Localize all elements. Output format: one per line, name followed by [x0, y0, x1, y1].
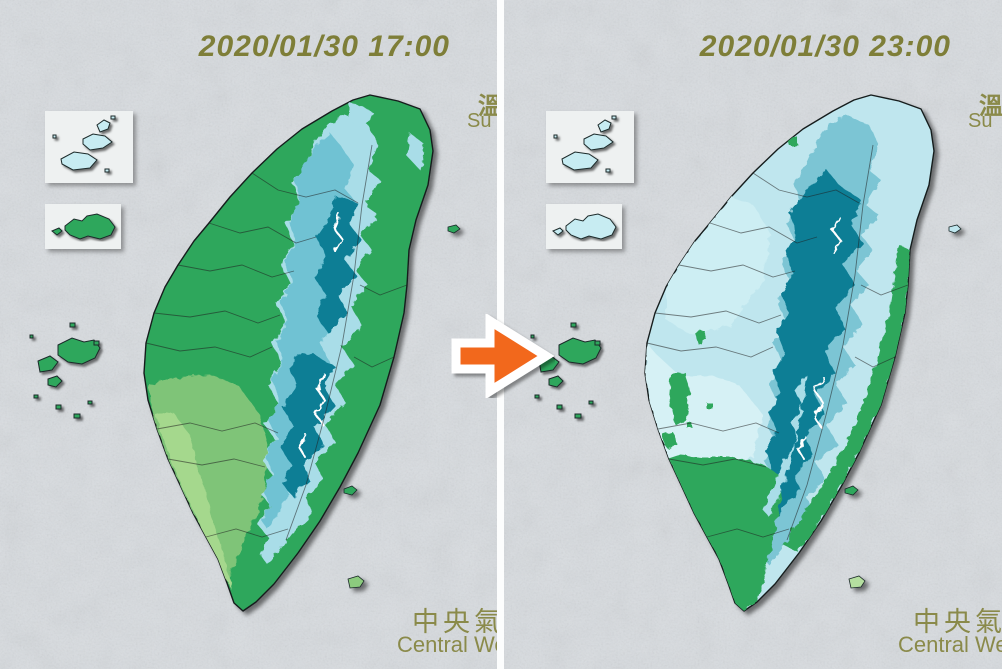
cwb-footer-en-fragment: Central Wea	[898, 632, 1002, 657]
taiwan-map-2300	[644, 94, 962, 612]
orchid-island	[347, 575, 365, 589]
green-island	[844, 485, 859, 496]
guishan-islet	[447, 224, 461, 234]
penghu-islands	[29, 322, 101, 419]
cwb-footer-en-fragment: Central Wea	[397, 632, 501, 657]
timestamp-2300: 2020/01/30 23:00	[699, 30, 951, 63]
timestamp-1700: 2020/01/30 17:00	[198, 30, 450, 63]
change-arrow-icon	[451, 312, 555, 400]
green-island	[343, 485, 358, 496]
taiwan-map-1700	[143, 94, 461, 612]
panel-2300: 2020/01/30 23:00 溫 Su	[501, 0, 1002, 669]
orchid-island	[848, 575, 866, 589]
guishan-islet	[948, 224, 962, 234]
panel-1700: 2020/01/30 17:00 溫 Su	[29, 30, 501, 657]
